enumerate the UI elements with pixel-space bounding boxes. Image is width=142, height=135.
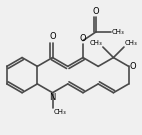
Text: CH₃: CH₃ — [89, 40, 102, 46]
Text: O: O — [93, 7, 100, 16]
Text: CH₃: CH₃ — [125, 40, 137, 46]
Text: O: O — [49, 32, 56, 41]
Text: N: N — [49, 93, 56, 102]
Text: CH₃: CH₃ — [112, 29, 124, 35]
Text: O: O — [130, 62, 136, 71]
Text: CH₃: CH₃ — [53, 109, 66, 115]
Text: O: O — [80, 34, 86, 43]
